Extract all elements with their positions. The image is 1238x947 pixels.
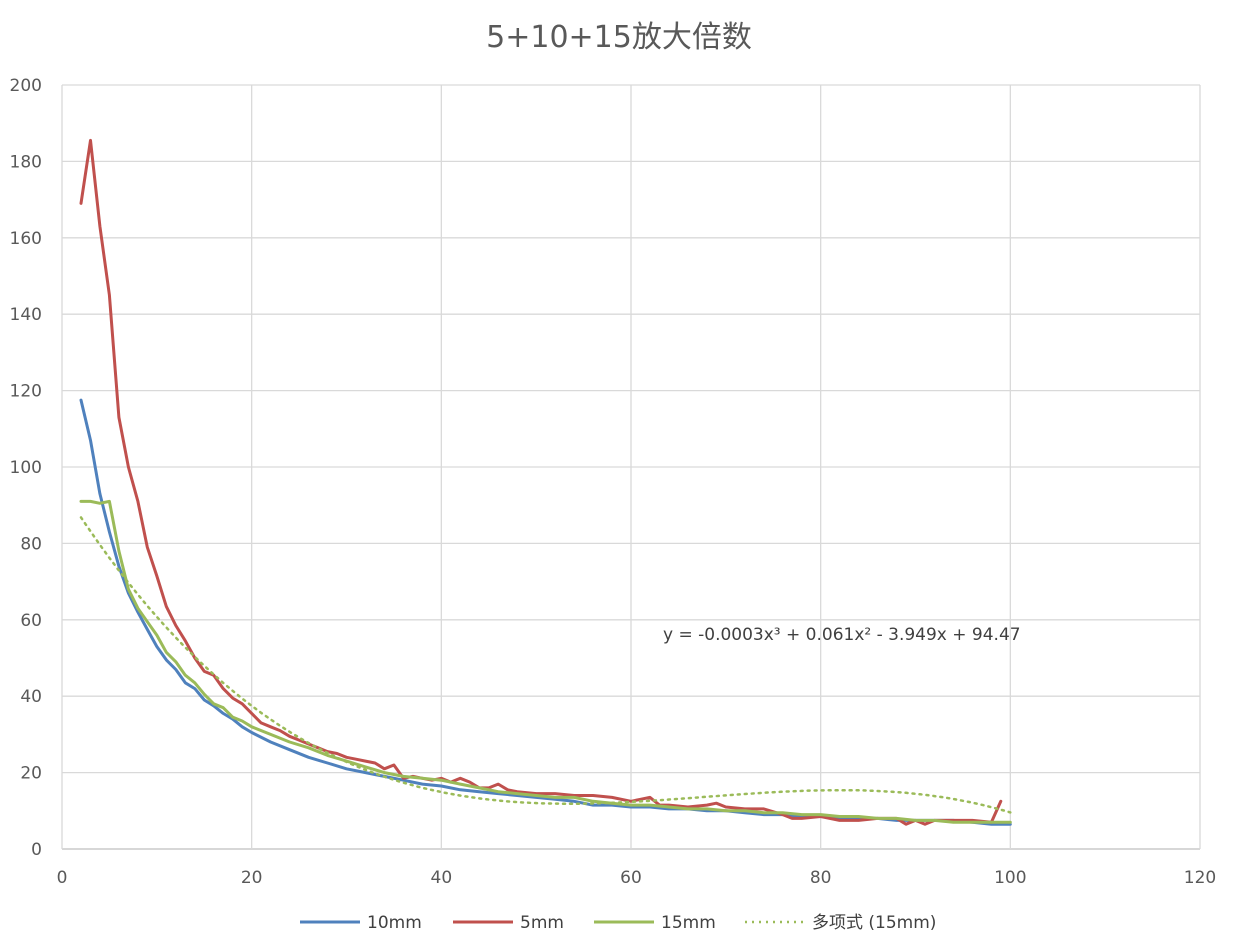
trendline-equation: y = -0.0003x³ + 0.061x² - 3.949x + 94.47	[663, 625, 1021, 645]
legend-label: 10mm	[367, 913, 422, 933]
x-tick-label: 60	[620, 868, 642, 888]
series-line-10mm	[79, 398, 1012, 826]
y-tick-label: 60	[20, 611, 42, 631]
x-tick-label: 80	[810, 868, 832, 888]
legend-label: 多项式 (15mm)	[812, 913, 936, 933]
y-tick-label: 160	[10, 229, 42, 249]
grid-lines	[61, 84, 1201, 850]
series-layer	[79, 138, 1012, 826]
x-tick-label: 0	[57, 868, 68, 888]
y-tick-label: 140	[10, 305, 42, 325]
series-line-5mm	[79, 138, 1003, 826]
y-tick-label: 200	[10, 76, 42, 96]
y-tick-label: 100	[10, 458, 42, 478]
y-tick-label: 80	[20, 534, 42, 554]
series-line-trendline	[79, 516, 1012, 814]
x-tick-label: 120	[1184, 868, 1216, 888]
x-tick-label: 20	[241, 868, 263, 888]
y-tick-label: 20	[20, 764, 42, 784]
chart-title: 5+10+15放大倍数	[486, 20, 752, 55]
y-tick-label: 180	[10, 152, 42, 172]
legend-label: 15mm	[661, 913, 716, 933]
x-tick-label: 100	[994, 868, 1026, 888]
legend: 10mm 5mm 15mm 多项式 (15mm)	[300, 913, 936, 933]
y-tick-label: 0	[31, 840, 42, 860]
y-tick-label: 40	[20, 687, 42, 707]
y-tick-label: 120	[10, 382, 42, 402]
x-tick-label: 40	[431, 868, 453, 888]
legend-label: 5mm	[520, 913, 564, 933]
series-line-15mm	[79, 499, 1012, 824]
tick-labels: 0 20 40 60 80 100 120 140 160 180 200 0 20 40 60 80 100 1…	[10, 76, 1217, 888]
